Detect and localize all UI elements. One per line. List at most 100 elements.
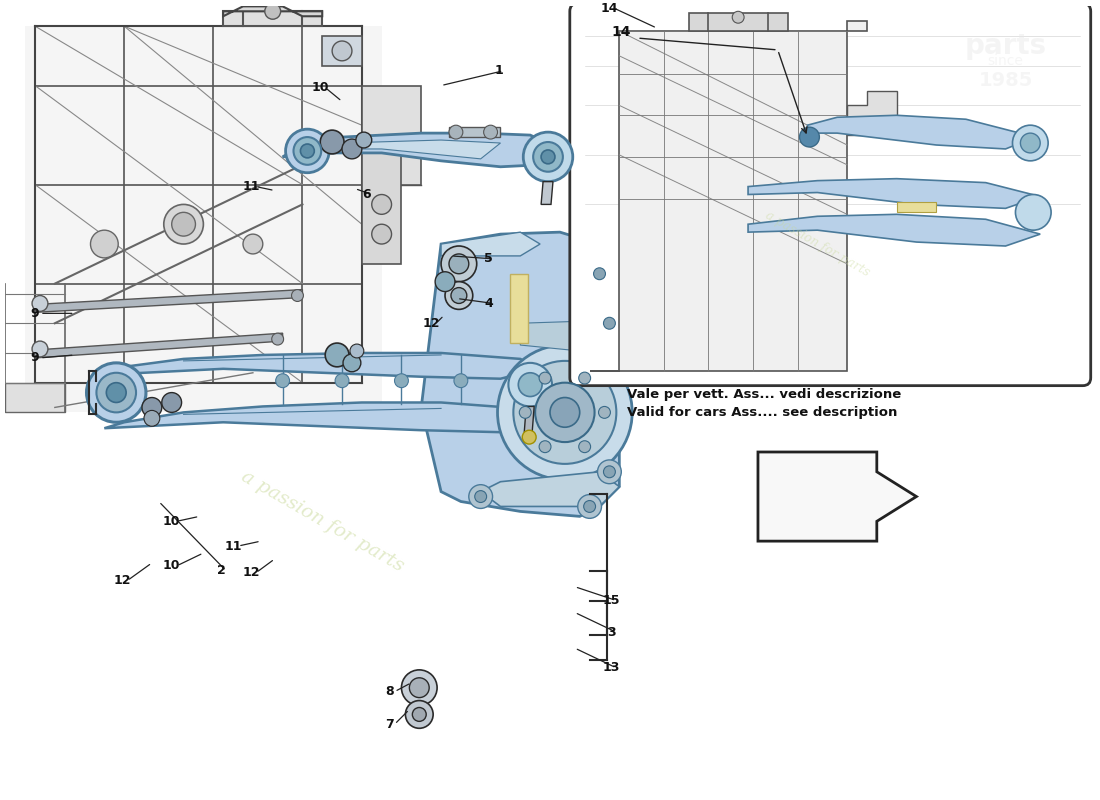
Polygon shape (441, 232, 540, 256)
Circle shape (733, 11, 744, 23)
Circle shape (597, 311, 622, 335)
Circle shape (550, 398, 580, 427)
Circle shape (454, 374, 467, 388)
Text: 15: 15 (603, 594, 620, 607)
Polygon shape (35, 333, 283, 358)
Circle shape (604, 318, 615, 329)
Circle shape (475, 490, 486, 502)
Circle shape (342, 139, 362, 159)
Circle shape (446, 282, 473, 310)
Text: Valid for cars Ass.... see description: Valid for cars Ass.... see description (627, 406, 898, 419)
Circle shape (162, 393, 182, 412)
Circle shape (265, 3, 280, 19)
Text: 14: 14 (612, 25, 631, 39)
Circle shape (286, 129, 329, 173)
Polygon shape (449, 127, 500, 137)
Text: 9: 9 (31, 351, 40, 365)
Polygon shape (896, 202, 936, 212)
Circle shape (514, 361, 616, 464)
Circle shape (497, 345, 632, 480)
Polygon shape (362, 86, 421, 185)
Circle shape (142, 398, 162, 418)
Circle shape (164, 205, 204, 244)
Text: 5: 5 (484, 252, 493, 266)
Circle shape (87, 363, 146, 422)
Circle shape (243, 234, 263, 254)
Polygon shape (362, 145, 402, 264)
Text: Vale per vett. Ass... vedi descrizione: Vale per vett. Ass... vedi descrizione (627, 388, 902, 401)
Circle shape (294, 137, 321, 165)
Circle shape (272, 333, 284, 345)
Circle shape (534, 142, 563, 172)
Circle shape (436, 272, 455, 291)
Circle shape (469, 485, 493, 509)
Text: 2: 2 (217, 564, 226, 578)
FancyBboxPatch shape (570, 3, 1091, 386)
Circle shape (412, 707, 426, 722)
Circle shape (332, 41, 352, 61)
Circle shape (584, 501, 595, 513)
Circle shape (372, 194, 392, 214)
Polygon shape (807, 115, 1035, 149)
Circle shape (579, 441, 591, 453)
Circle shape (292, 290, 304, 302)
Circle shape (320, 130, 344, 154)
Circle shape (539, 441, 551, 453)
Circle shape (336, 374, 349, 388)
Text: 11: 11 (224, 539, 242, 553)
Circle shape (449, 254, 469, 274)
Circle shape (97, 373, 136, 412)
Circle shape (535, 382, 595, 442)
Circle shape (587, 262, 612, 286)
Polygon shape (758, 452, 916, 541)
Circle shape (522, 430, 536, 444)
Circle shape (1015, 194, 1052, 230)
Text: 3: 3 (607, 626, 616, 638)
Text: 10: 10 (163, 515, 180, 528)
Circle shape (343, 354, 361, 372)
Text: 12: 12 (422, 317, 440, 330)
Polygon shape (481, 472, 619, 506)
Polygon shape (520, 322, 600, 351)
Polygon shape (104, 402, 540, 432)
Circle shape (1012, 125, 1048, 161)
Circle shape (524, 132, 573, 182)
Polygon shape (525, 406, 535, 432)
Polygon shape (223, 11, 322, 26)
Circle shape (519, 406, 531, 418)
Text: since: since (988, 54, 1023, 68)
Polygon shape (6, 382, 65, 412)
Circle shape (441, 246, 476, 282)
Polygon shape (283, 133, 560, 166)
Circle shape (406, 701, 433, 728)
Circle shape (32, 295, 48, 311)
Text: a passion for parts: a passion for parts (763, 209, 872, 279)
Circle shape (594, 268, 605, 280)
Text: 8: 8 (385, 685, 394, 698)
Text: 1: 1 (494, 64, 503, 78)
Text: 6: 6 (363, 188, 371, 201)
Text: parts: parts (965, 32, 1046, 60)
Circle shape (402, 670, 437, 706)
Polygon shape (510, 274, 528, 343)
Circle shape (372, 224, 392, 244)
Circle shape (326, 343, 349, 367)
Polygon shape (322, 36, 362, 66)
Polygon shape (104, 353, 540, 378)
Circle shape (604, 466, 615, 478)
Circle shape (578, 494, 602, 518)
Polygon shape (322, 140, 500, 159)
Circle shape (1021, 133, 1041, 153)
Polygon shape (223, 6, 322, 16)
Text: a passion for parts: a passion for parts (238, 467, 407, 575)
Circle shape (539, 372, 551, 384)
Circle shape (597, 460, 622, 484)
Text: 12: 12 (113, 574, 131, 587)
Polygon shape (748, 214, 1041, 246)
Text: 10: 10 (163, 559, 180, 572)
Text: 12: 12 (242, 566, 260, 579)
Text: 4: 4 (484, 297, 493, 310)
Text: 11: 11 (242, 180, 260, 193)
Polygon shape (590, 22, 867, 370)
Polygon shape (847, 90, 896, 135)
